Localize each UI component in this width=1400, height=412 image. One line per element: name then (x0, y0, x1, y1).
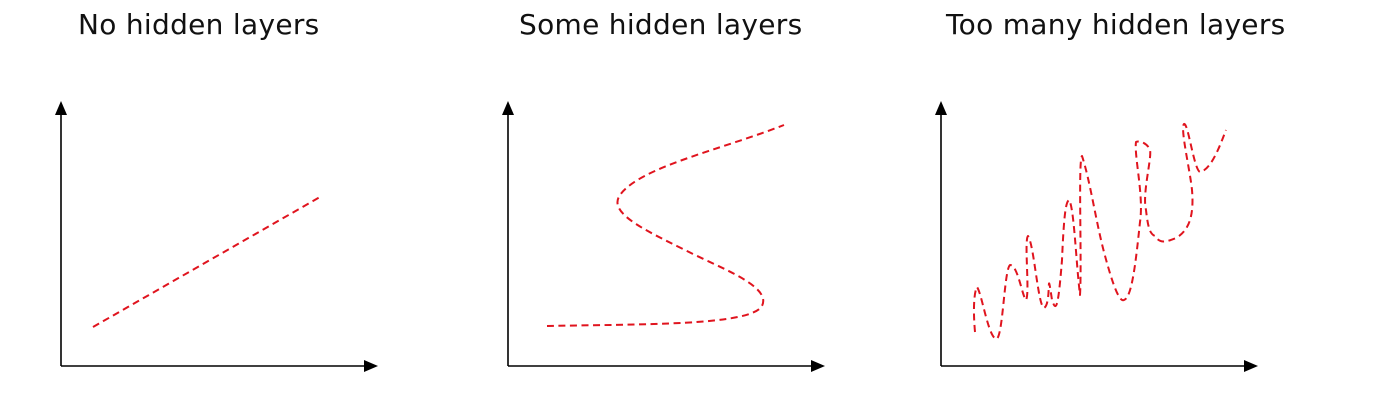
panel-title-some-hidden-layers: Some hidden layers (519, 8, 803, 41)
panel-1-x-axis-arrow (364, 360, 378, 372)
panel-1-axes (55, 101, 378, 372)
panel-2-y-axis-arrow (502, 101, 514, 115)
panel-title-no-hidden-layers: No hidden layers (78, 8, 320, 41)
panel-too-many-hidden-layers (935, 101, 1258, 372)
panel-3-overfit-curve (972, 122, 1227, 341)
panel-title-too-many-hidden-layers: Too many hidden layers (946, 8, 1286, 41)
panel-3-x-axis-arrow (1244, 360, 1258, 372)
panel-2-x-axis-arrow (811, 360, 825, 372)
panel-no-hidden-layers (55, 101, 378, 372)
panel-some-hidden-layers (502, 101, 825, 372)
panel-1-linear-fit-curve (92, 196, 321, 328)
panel-3-y-axis-arrow (935, 101, 947, 115)
panel-3-axes (935, 101, 1258, 372)
panel-2-axes (502, 101, 825, 372)
panel-1-y-axis-arrow (55, 101, 67, 115)
panel-2-good-fit-curve (546, 124, 785, 327)
